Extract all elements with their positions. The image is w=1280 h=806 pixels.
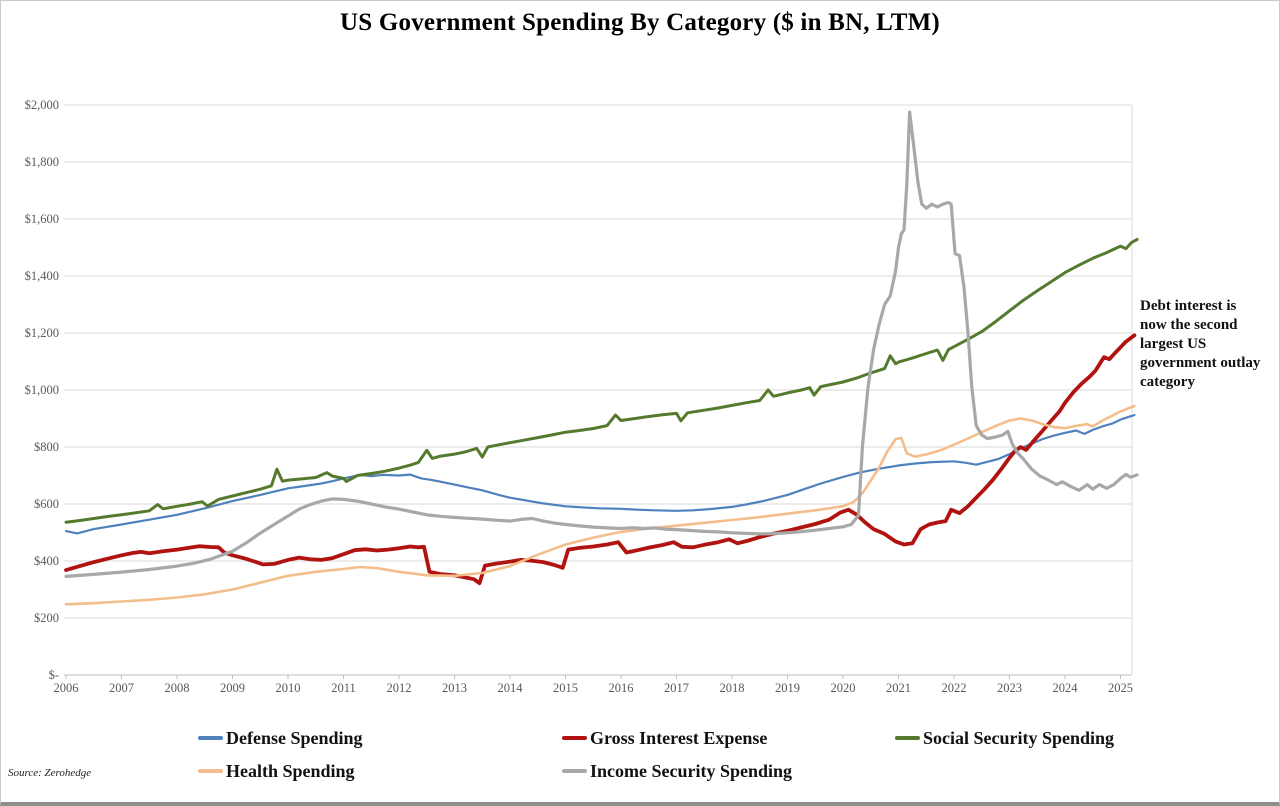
y-axis-label: $800 — [34, 440, 59, 454]
x-axis-label: 2023 — [997, 681, 1022, 695]
x-axis-label: 2008 — [165, 681, 190, 695]
legend-swatch — [562, 736, 587, 740]
legend-swatch — [562, 769, 587, 773]
legend-label: Gross Interest Expense — [590, 727, 768, 748]
x-axis-label: 2009 — [220, 681, 245, 695]
legend-label: Social Security Spending — [923, 727, 1115, 748]
series-line-income-security-spending — [64, 110, 1139, 579]
legend-swatch — [895, 736, 920, 740]
y-axis-label: $1,800 — [25, 155, 59, 169]
y-axis-label: $600 — [34, 497, 59, 511]
x-axis-label: 2018 — [720, 681, 745, 695]
x-axis-label: 2020 — [831, 681, 856, 695]
series-line-defense-spending — [64, 414, 1136, 535]
x-axis-label: 2025 — [1108, 681, 1133, 695]
legend-item-gross-interest-expense: Gross Interest Expense — [562, 727, 767, 749]
y-axis-label: $200 — [34, 611, 59, 625]
y-axis-label: $2,000 — [25, 98, 59, 112]
source-note: Source: Zerohedge — [8, 767, 92, 779]
legend-item-defense-spending: Defense Spending — [198, 727, 363, 749]
legend-item-health-spending: Health Spending — [198, 760, 355, 782]
chart-title: US Government Spending By Category ($ in… — [340, 9, 940, 36]
legend-swatch — [198, 769, 223, 773]
legend-swatch — [198, 736, 223, 740]
legend-label: Defense Spending — [226, 727, 363, 748]
x-axis-label: 2011 — [331, 681, 356, 695]
x-axis-label: 2014 — [498, 681, 524, 695]
y-axis-label: $1,400 — [25, 269, 59, 283]
x-axis-label: 2015 — [553, 681, 578, 695]
x-axis-label: 2006 — [54, 681, 79, 695]
y-axis-label: $1,600 — [25, 212, 59, 226]
legend-item-social-security-spending: Social Security Spending — [895, 727, 1114, 749]
x-axis-label: 2012 — [387, 681, 412, 695]
x-axis-label: 2016 — [609, 681, 634, 695]
x-axis-label: 2022 — [942, 681, 967, 695]
x-axis-label: 2017 — [664, 681, 689, 695]
x-axis-label: 2007 — [109, 681, 134, 695]
x-axis-label: 2021 — [886, 681, 911, 695]
series-line-gross-interest-expense — [64, 333, 1137, 586]
x-axis-label: 2019 — [775, 681, 800, 695]
y-axis-label: $400 — [34, 554, 59, 568]
y-axis-label: $1,200 — [25, 326, 59, 340]
y-axis-label: $1,000 — [25, 383, 59, 397]
debt-interest-annotation: Debt interest is now the second largest … — [1140, 298, 1261, 390]
series-line-social-security-spending — [64, 238, 1139, 524]
legend-label: Income Security Spending — [590, 760, 793, 781]
x-axis-label: 2024 — [1053, 681, 1079, 695]
legend-label: Health Spending — [226, 760, 355, 781]
x-axis-label: 2013 — [442, 681, 467, 695]
series-line-health-spending — [64, 404, 1136, 606]
legend-item-income-security-spending: Income Security Spending — [562, 760, 792, 782]
x-axis-label: 2010 — [276, 681, 301, 695]
y-axis-label: $- — [49, 668, 59, 682]
